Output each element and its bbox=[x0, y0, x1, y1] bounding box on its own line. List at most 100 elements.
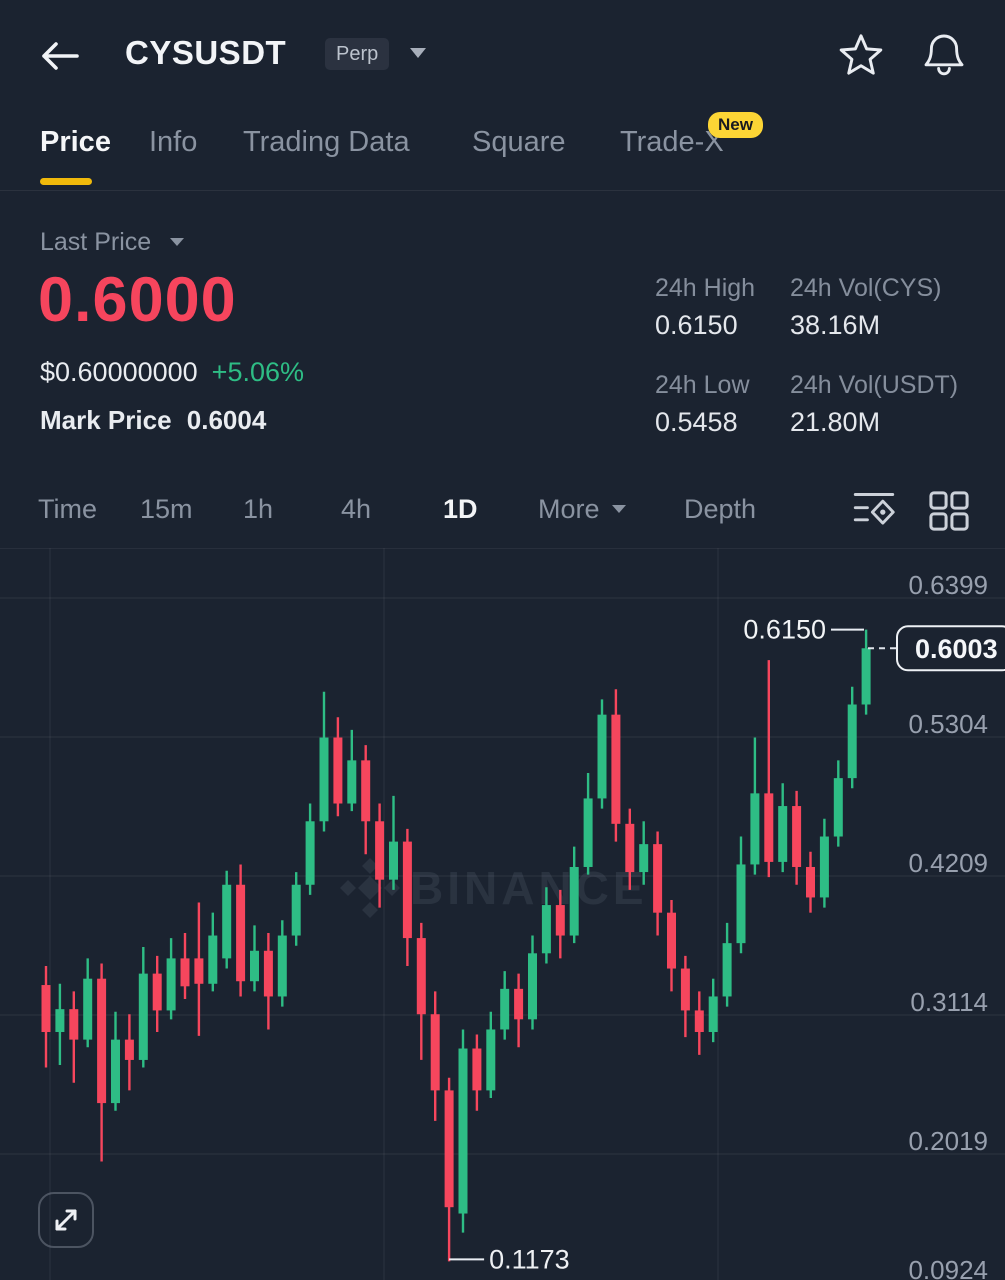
candle-body bbox=[375, 821, 385, 880]
candle-body bbox=[653, 844, 663, 913]
interval-depth[interactable]: Depth bbox=[684, 494, 757, 524]
candle-body bbox=[625, 823, 635, 873]
candle-body bbox=[778, 806, 788, 862]
candle-body bbox=[430, 1014, 440, 1091]
candle-body bbox=[472, 1048, 482, 1091]
candle-body bbox=[180, 958, 190, 987]
candle-body bbox=[722, 943, 732, 997]
stat-label-24h-low: 24h Low bbox=[655, 371, 750, 399]
back-button[interactable] bbox=[36, 35, 82, 77]
candle-body bbox=[250, 950, 259, 982]
candle-body bbox=[361, 760, 371, 822]
candle-body bbox=[583, 798, 593, 867]
interval-1h[interactable]: 1h bbox=[243, 494, 274, 524]
candle-body bbox=[694, 1010, 704, 1033]
candle-body bbox=[819, 836, 829, 898]
candle-body bbox=[792, 806, 802, 867]
chart-settings-button[interactable] bbox=[852, 490, 896, 532]
tab-trade-x[interactable]: Trade-X bbox=[620, 126, 724, 158]
tab-price[interactable]: Price bbox=[40, 126, 111, 158]
candle-body bbox=[263, 950, 273, 997]
candle-body bbox=[347, 760, 357, 804]
candle-body bbox=[97, 978, 107, 1104]
mark-price-label: Mark Price bbox=[40, 405, 172, 435]
current-price-label: 0.6003 bbox=[915, 634, 998, 664]
candle-body bbox=[680, 968, 690, 1011]
stat-value-24h-vol-cys: 38.16M bbox=[790, 310, 881, 340]
tab-trading-data[interactable]: Trading Data bbox=[243, 126, 410, 158]
star-icon bbox=[839, 34, 883, 75]
stat-value-24h-vol-usdt: 21.80M bbox=[790, 407, 881, 437]
candle-body bbox=[486, 1029, 496, 1091]
stat-label-24h-vol-cys: 24h Vol(CYS) bbox=[790, 274, 942, 302]
candle-body bbox=[83, 978, 93, 1040]
tab-info[interactable]: Info bbox=[149, 126, 198, 158]
market-type-badge: Perp bbox=[325, 38, 390, 70]
candle-body bbox=[764, 793, 774, 862]
interval-15m[interactable]: 15m bbox=[140, 494, 193, 524]
candle-body bbox=[597, 714, 607, 799]
stat-label-24h-vol-usdt: 24h Vol(USDT) bbox=[790, 371, 959, 399]
candle-body bbox=[166, 958, 176, 1011]
candle-body bbox=[277, 935, 287, 997]
tab-square[interactable]: Square bbox=[472, 126, 566, 158]
interval-time[interactable]: Time bbox=[38, 494, 97, 524]
candle-body bbox=[555, 905, 565, 936]
tabs-divider bbox=[0, 190, 1005, 191]
candle-body bbox=[458, 1048, 468, 1214]
candle-body bbox=[41, 985, 51, 1033]
chart-settings-icon bbox=[853, 493, 895, 525]
candle-body bbox=[236, 884, 246, 982]
candle-body bbox=[514, 988, 524, 1020]
last-price: 0.6000 bbox=[38, 265, 237, 335]
y-axis-label: 0.4209 bbox=[908, 848, 988, 878]
interval-more[interactable]: More bbox=[538, 494, 600, 524]
price-mode-dropdown-icon[interactable] bbox=[170, 238, 184, 246]
candle-body bbox=[708, 996, 718, 1033]
y-axis-label: 0.6399 bbox=[908, 570, 988, 600]
active-tab-underline bbox=[40, 178, 92, 185]
low-marker-label: 0.1173 bbox=[489, 1244, 570, 1274]
fullscreen-button[interactable] bbox=[38, 1192, 94, 1248]
interval-4h[interactable]: 4h bbox=[341, 494, 372, 524]
candle-body bbox=[541, 905, 551, 954]
candle-body bbox=[667, 912, 676, 969]
pair-title: CYSUSDT bbox=[125, 34, 287, 71]
current-price-box bbox=[896, 625, 1005, 672]
y-axis-label: 0.5304 bbox=[908, 709, 988, 739]
candle-body bbox=[222, 884, 232, 959]
svg-text:BINANCE: BINANCE bbox=[410, 862, 648, 914]
candle-body bbox=[111, 1039, 120, 1104]
y-axis-label: 0.0924 bbox=[908, 1255, 988, 1280]
candle-body bbox=[124, 1039, 134, 1060]
candle-body bbox=[750, 793, 760, 865]
candle-body bbox=[416, 938, 426, 1015]
favorite-button[interactable] bbox=[838, 32, 884, 78]
candle-body bbox=[138, 973, 148, 1060]
candle-body bbox=[152, 973, 162, 1011]
notifications-button[interactable] bbox=[920, 30, 968, 78]
stat-value-24h-high: 0.6150 bbox=[655, 310, 738, 340]
grid-layout-button[interactable] bbox=[928, 490, 970, 532]
candle-body bbox=[333, 737, 343, 804]
candle-body bbox=[639, 844, 649, 873]
pair-dropdown-icon[interactable] bbox=[410, 48, 426, 58]
price-mode-selector[interactable]: Last Price bbox=[40, 228, 152, 256]
fiat-value: $0.60000000 bbox=[40, 357, 198, 387]
y-axis-label: 0.3114 bbox=[910, 987, 988, 1017]
candle-body bbox=[291, 884, 301, 936]
candle-body bbox=[55, 1009, 65, 1033]
candle-body bbox=[500, 988, 510, 1030]
stat-label-24h-high: 24h High bbox=[655, 274, 756, 302]
candle-body bbox=[611, 714, 621, 824]
candle-body bbox=[528, 953, 537, 1020]
candlestick-chart[interactable]: BINANCE 0.6399 0.5304 0.4209 0.3114 0.2019 0.0… bbox=[0, 548, 1005, 1280]
new-badge: New bbox=[708, 112, 763, 138]
more-dropdown-icon[interactable] bbox=[612, 505, 626, 513]
stat-value-24h-low: 0.5458 bbox=[655, 407, 738, 437]
interval-1d[interactable]: 1D bbox=[443, 494, 478, 524]
candle-body bbox=[69, 1009, 79, 1040]
candle-body bbox=[861, 648, 871, 705]
candle-body bbox=[569, 866, 579, 936]
candle-body bbox=[444, 1090, 454, 1208]
